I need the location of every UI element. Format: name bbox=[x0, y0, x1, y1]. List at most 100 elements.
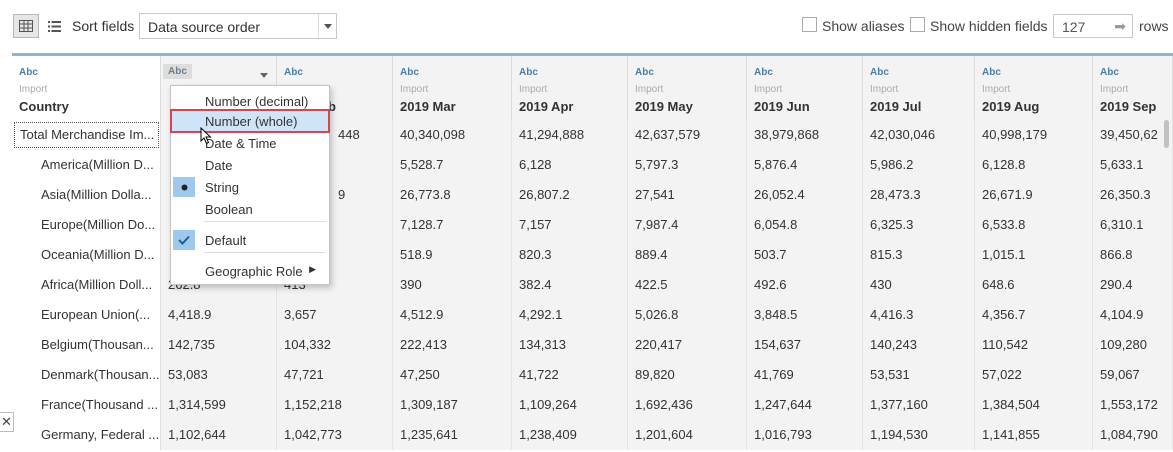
type-icon[interactable]: Abc bbox=[400, 67, 419, 78]
table-cell[interactable]: 5,528.7 bbox=[393, 150, 512, 180]
table-cell[interactable]: 1,238,409 bbox=[512, 420, 628, 450]
table-cell[interactable]: 1,042,773 bbox=[277, 420, 393, 450]
table-cell[interactable]: 815.3 bbox=[863, 240, 975, 270]
arrow-right-icon[interactable]: ➡ bbox=[1114, 18, 1126, 34]
table-cell[interactable]: 47,250 bbox=[393, 360, 512, 390]
table-cell[interactable]: 1,553,172 bbox=[1093, 390, 1173, 420]
table-cell[interactable]: 28,473.3 bbox=[863, 180, 975, 210]
column-header[interactable]: Abc Import 2019 Apr bbox=[512, 56, 628, 120]
table-cell[interactable]: 41,294,888 bbox=[512, 120, 628, 150]
menu-item[interactable]: Number (decimal) bbox=[171, 90, 329, 112]
table-cell[interactable]: 142,735 bbox=[161, 330, 277, 360]
table-cell[interactable]: 4,292.1 bbox=[512, 300, 628, 330]
column-header[interactable]: Abc Import 2019 May bbox=[628, 56, 747, 120]
table-cell[interactable]: 3,848.5 bbox=[747, 300, 863, 330]
table-cell[interactable]: 820.3 bbox=[512, 240, 628, 270]
row-label-cell[interactable]: European Union(... bbox=[12, 300, 161, 330]
type-icon[interactable]: Abc bbox=[19, 67, 38, 78]
table-cell[interactable]: 1,247,644 bbox=[747, 390, 863, 420]
table-cell[interactable]: 648.6 bbox=[975, 270, 1093, 300]
grid-view-button[interactable] bbox=[13, 14, 39, 38]
menu-item[interactable]: Number (whole) bbox=[170, 109, 330, 133]
table-cell[interactable]: 110,542 bbox=[975, 330, 1093, 360]
chevron-down-icon[interactable] bbox=[260, 66, 268, 81]
table-cell[interactable]: 53,083 bbox=[161, 360, 277, 390]
menu-item[interactable]: Date bbox=[171, 154, 329, 176]
type-icon[interactable]: Abc bbox=[982, 67, 1001, 78]
table-cell[interactable]: 1,377,160 bbox=[863, 390, 975, 420]
table-cell[interactable]: 492.6 bbox=[747, 270, 863, 300]
column-header[interactable]: Abc Import 2019 Aug bbox=[975, 56, 1093, 120]
table-cell[interactable]: 518.9 bbox=[393, 240, 512, 270]
row-label-cell[interactable]: America(Million D... bbox=[12, 150, 161, 180]
table-cell[interactable]: 6,310.1 bbox=[1093, 210, 1173, 240]
table-cell[interactable]: 57,022 bbox=[975, 360, 1093, 390]
type-icon[interactable]: Abc bbox=[635, 67, 654, 78]
table-cell[interactable]: 1,384,504 bbox=[975, 390, 1093, 420]
table-cell[interactable]: 866.8 bbox=[1093, 240, 1173, 270]
table-cell[interactable]: 5,986.2 bbox=[863, 150, 975, 180]
sort-fields-select[interactable]: Data source order bbox=[139, 13, 337, 39]
table-cell[interactable]: 6,533.8 bbox=[975, 210, 1093, 240]
table-cell[interactable]: 104,332 bbox=[277, 330, 393, 360]
table-cell[interactable]: 6,128 bbox=[512, 150, 628, 180]
table-cell[interactable]: 26,807.2 bbox=[512, 180, 628, 210]
table-cell[interactable]: 40,340,098 bbox=[393, 120, 512, 150]
table-cell[interactable]: 4,104.9 bbox=[1093, 300, 1173, 330]
table-cell[interactable]: 26,773.8 bbox=[393, 180, 512, 210]
table-cell[interactable]: 7,987.4 bbox=[628, 210, 747, 240]
table-cell[interactable]: 6,054.8 bbox=[747, 210, 863, 240]
table-cell[interactable]: 5,876.4 bbox=[747, 150, 863, 180]
menu-item[interactable]: Date & Time bbox=[171, 132, 329, 154]
menu-item[interactable]: Geographic Role ▶ bbox=[171, 260, 329, 282]
table-cell[interactable]: 1,194,530 bbox=[863, 420, 975, 450]
table-cell[interactable]: 1,016,793 bbox=[747, 420, 863, 450]
row-label-cell[interactable]: Denmark(Thousan... bbox=[12, 360, 161, 390]
table-cell[interactable]: 41,769 bbox=[747, 360, 863, 390]
type-icon[interactable]: Abc bbox=[1100, 67, 1119, 78]
show-hidden-fields-checkbox[interactable] bbox=[910, 17, 925, 32]
table-cell[interactable]: 7,128.7 bbox=[393, 210, 512, 240]
table-cell[interactable]: 1,314,599 bbox=[161, 390, 277, 420]
table-cell[interactable]: 26,671.9 bbox=[975, 180, 1093, 210]
rows-count-input[interactable]: 127 ➡ bbox=[1053, 14, 1133, 38]
table-cell[interactable]: 47,721 bbox=[277, 360, 393, 390]
row-label-cell[interactable]: Asia(Million Dolla... bbox=[12, 180, 161, 210]
table-cell[interactable]: 42,030,046 bbox=[863, 120, 975, 150]
table-cell[interactable]: 1,309,187 bbox=[393, 390, 512, 420]
table-cell[interactable]: 41,722 bbox=[512, 360, 628, 390]
table-cell[interactable]: 89,820 bbox=[628, 360, 747, 390]
row-label-cell[interactable]: Europe(Million Do... bbox=[12, 210, 161, 240]
table-cell[interactable]: 4,418.9 bbox=[161, 300, 277, 330]
table-cell[interactable]: 109,280 bbox=[1093, 330, 1173, 360]
column-header[interactable]: Abc Import 2019 Jun bbox=[747, 56, 863, 120]
table-cell[interactable]: 154,637 bbox=[747, 330, 863, 360]
table-cell[interactable]: 1,692,436 bbox=[628, 390, 747, 420]
table-cell[interactable]: 503.7 bbox=[747, 240, 863, 270]
table-cell[interactable]: 5,797.3 bbox=[628, 150, 747, 180]
table-cell[interactable]: 27,541 bbox=[628, 180, 747, 210]
column-header[interactable]: Abc Import 2019 Mar bbox=[393, 56, 512, 120]
table-cell[interactable]: 290.4 bbox=[1093, 270, 1173, 300]
table-cell[interactable]: 1,015.1 bbox=[975, 240, 1093, 270]
table-cell[interactable]: 7,157 bbox=[512, 210, 628, 240]
table-cell[interactable]: 6,128.8 bbox=[975, 150, 1093, 180]
table-cell[interactable]: 430 bbox=[863, 270, 975, 300]
type-icon[interactable]: Abc bbox=[284, 67, 303, 78]
table-cell[interactable]: 1,084,790 bbox=[1093, 420, 1173, 450]
vertical-scrollbar[interactable] bbox=[1164, 120, 1169, 148]
type-icon[interactable]: Abc bbox=[519, 67, 538, 78]
table-cell[interactable]: 1,102,644 bbox=[161, 420, 277, 450]
table-cell[interactable]: 3,657 bbox=[277, 300, 393, 330]
table-cell[interactable]: 382.4 bbox=[512, 270, 628, 300]
table-cell[interactable]: 1,141,855 bbox=[975, 420, 1093, 450]
row-label-cell[interactable]: Germany, Federal ... bbox=[12, 420, 161, 450]
table-cell[interactable]: 4,356.7 bbox=[975, 300, 1093, 330]
table-cell[interactable]: 26,350.3 bbox=[1093, 180, 1173, 210]
menu-item[interactable]: String bbox=[171, 176, 329, 198]
table-cell[interactable]: 53,531 bbox=[863, 360, 975, 390]
type-icon[interactable]: Abc bbox=[754, 67, 773, 78]
row-label-cell[interactable]: Africa(Million Doll... bbox=[12, 270, 161, 300]
row-label-cell[interactable]: Oceania(Million D... bbox=[12, 240, 161, 270]
table-cell[interactable]: 1,152,218 bbox=[277, 390, 393, 420]
